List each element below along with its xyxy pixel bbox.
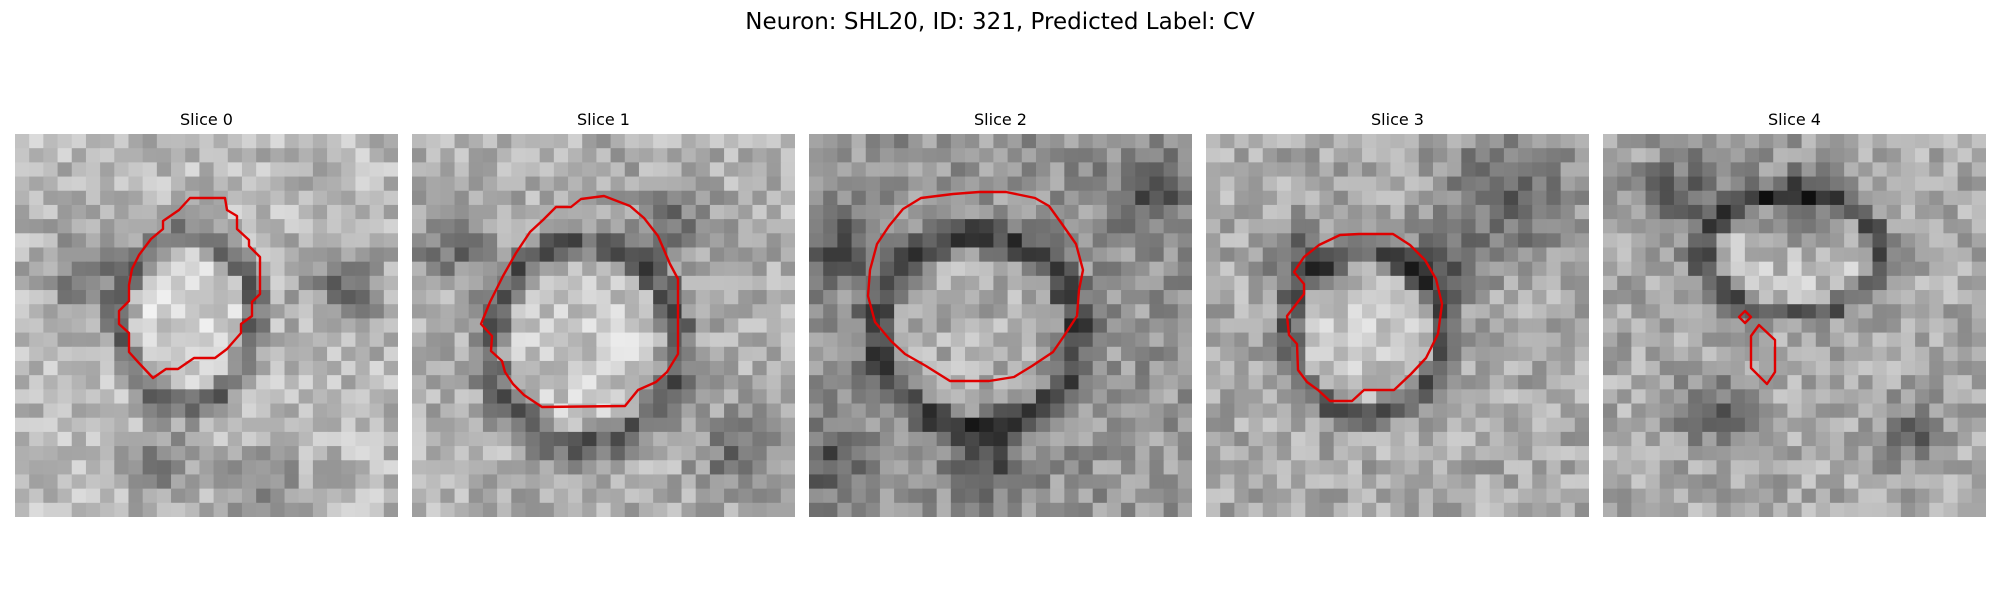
segmentation-contour (866, 190, 1085, 383)
grayscale-pixels (412, 134, 795, 517)
segmentation-contour (1737, 309, 1753, 325)
slice-image-0 (15, 134, 398, 517)
slice-title-1: Slice 1 (577, 110, 630, 129)
grayscale-pixels (1603, 134, 1986, 517)
grayscale-pixels (809, 134, 1192, 517)
slice-title-3: Slice 3 (1371, 110, 1424, 129)
slice-image-3 (1206, 134, 1589, 517)
slice-panel-2: Slice 2 (809, 108, 1192, 517)
slice-title-2: Slice 2 (974, 110, 1027, 129)
slice-panel-3: Slice 3 (1206, 108, 1589, 517)
slice-panel-0: Slice 0 (15, 108, 398, 517)
slice-panel-4: Slice 4 (1603, 108, 1986, 517)
slice-image-1 (412, 134, 795, 517)
figure-title: Neuron: SHL20, ID: 321, Predicted Label:… (745, 9, 1255, 35)
grayscale-pixels (15, 134, 398, 517)
segmentation-contour (1285, 232, 1444, 403)
slice-title-4: Slice 4 (1768, 110, 1821, 129)
slice-image-4 (1603, 134, 1986, 517)
segmentation-contour (479, 194, 680, 409)
slice-title-0: Slice 0 (180, 110, 233, 129)
segmentation-contour (117, 196, 262, 380)
slice-image-2 (809, 134, 1192, 517)
slice-panel-1: Slice 1 (412, 108, 795, 517)
segmentation-contour (1749, 323, 1777, 386)
grayscale-pixels (1206, 134, 1589, 517)
